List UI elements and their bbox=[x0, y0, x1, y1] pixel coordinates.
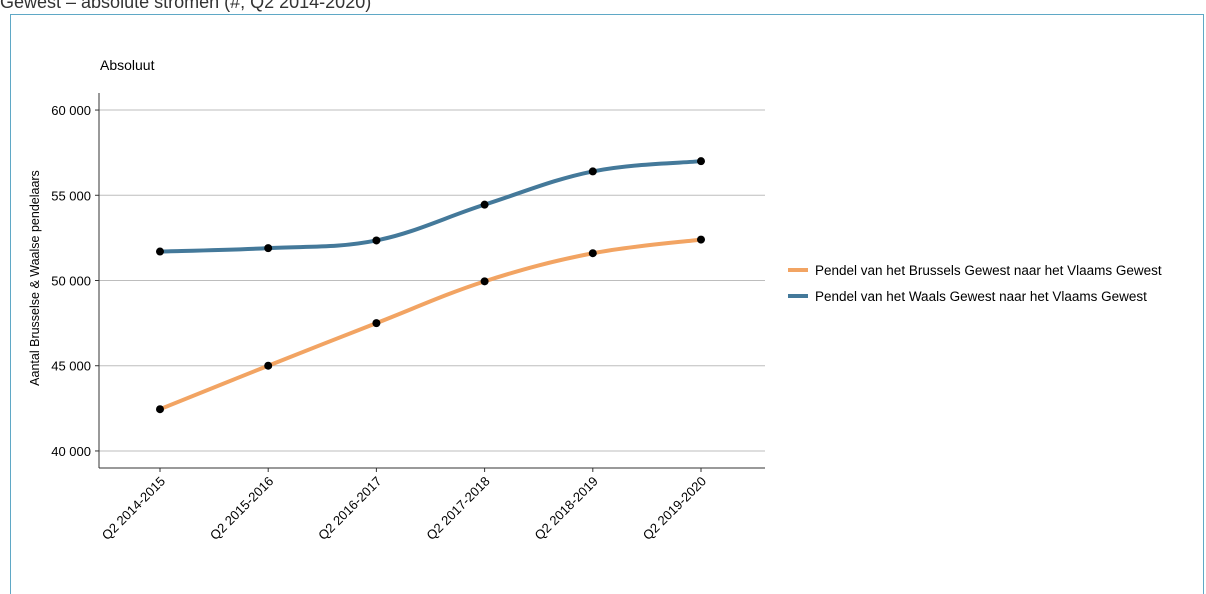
y-tick-label: 60 000 bbox=[51, 103, 91, 118]
y-tick-label: 45 000 bbox=[51, 359, 91, 374]
x-tick-label: Q2 2019-2020 bbox=[640, 474, 709, 543]
data-point bbox=[156, 247, 164, 256]
page-title: Gewest – absolute stromen (#, Q2 2014-20… bbox=[0, 0, 372, 12]
data-point bbox=[480, 200, 489, 209]
data-point bbox=[372, 236, 381, 245]
y-tick-label: 40 000 bbox=[51, 444, 91, 459]
x-tick-label: Q2 2016-2017 bbox=[315, 474, 384, 543]
series-line-1 bbox=[158, 237, 703, 412]
data-point bbox=[372, 319, 381, 328]
y-axis-title: Aantal Brusselse & Waalse pendelaars bbox=[28, 170, 42, 386]
x-tick-label: Q2 2017-2018 bbox=[423, 474, 492, 543]
data-point bbox=[588, 249, 597, 258]
series-line-2 bbox=[158, 159, 703, 254]
x-tick-label: Q2 2015-2016 bbox=[207, 474, 276, 543]
y-tick-label: 50 000 bbox=[51, 274, 91, 289]
legend-label-1: Pendel van het Brussels Gewest naar het … bbox=[815, 263, 1162, 278]
y-tick-label: 55 000 bbox=[51, 188, 91, 203]
chart-title: Absoluut bbox=[100, 57, 155, 73]
data-point bbox=[697, 235, 705, 244]
data-point bbox=[480, 277, 489, 286]
data-point bbox=[156, 405, 164, 414]
data-point bbox=[264, 361, 273, 370]
x-tick-label: Q2 2018-2019 bbox=[532, 474, 601, 543]
data-point bbox=[697, 157, 705, 166]
data-point bbox=[588, 167, 597, 176]
chart-frame bbox=[10, 14, 1204, 594]
data-point bbox=[264, 244, 273, 253]
legend-label-2: Pendel van het Waals Gewest naar het Vla… bbox=[815, 289, 1147, 304]
x-tick-label: Q2 2014-2015 bbox=[99, 474, 168, 543]
